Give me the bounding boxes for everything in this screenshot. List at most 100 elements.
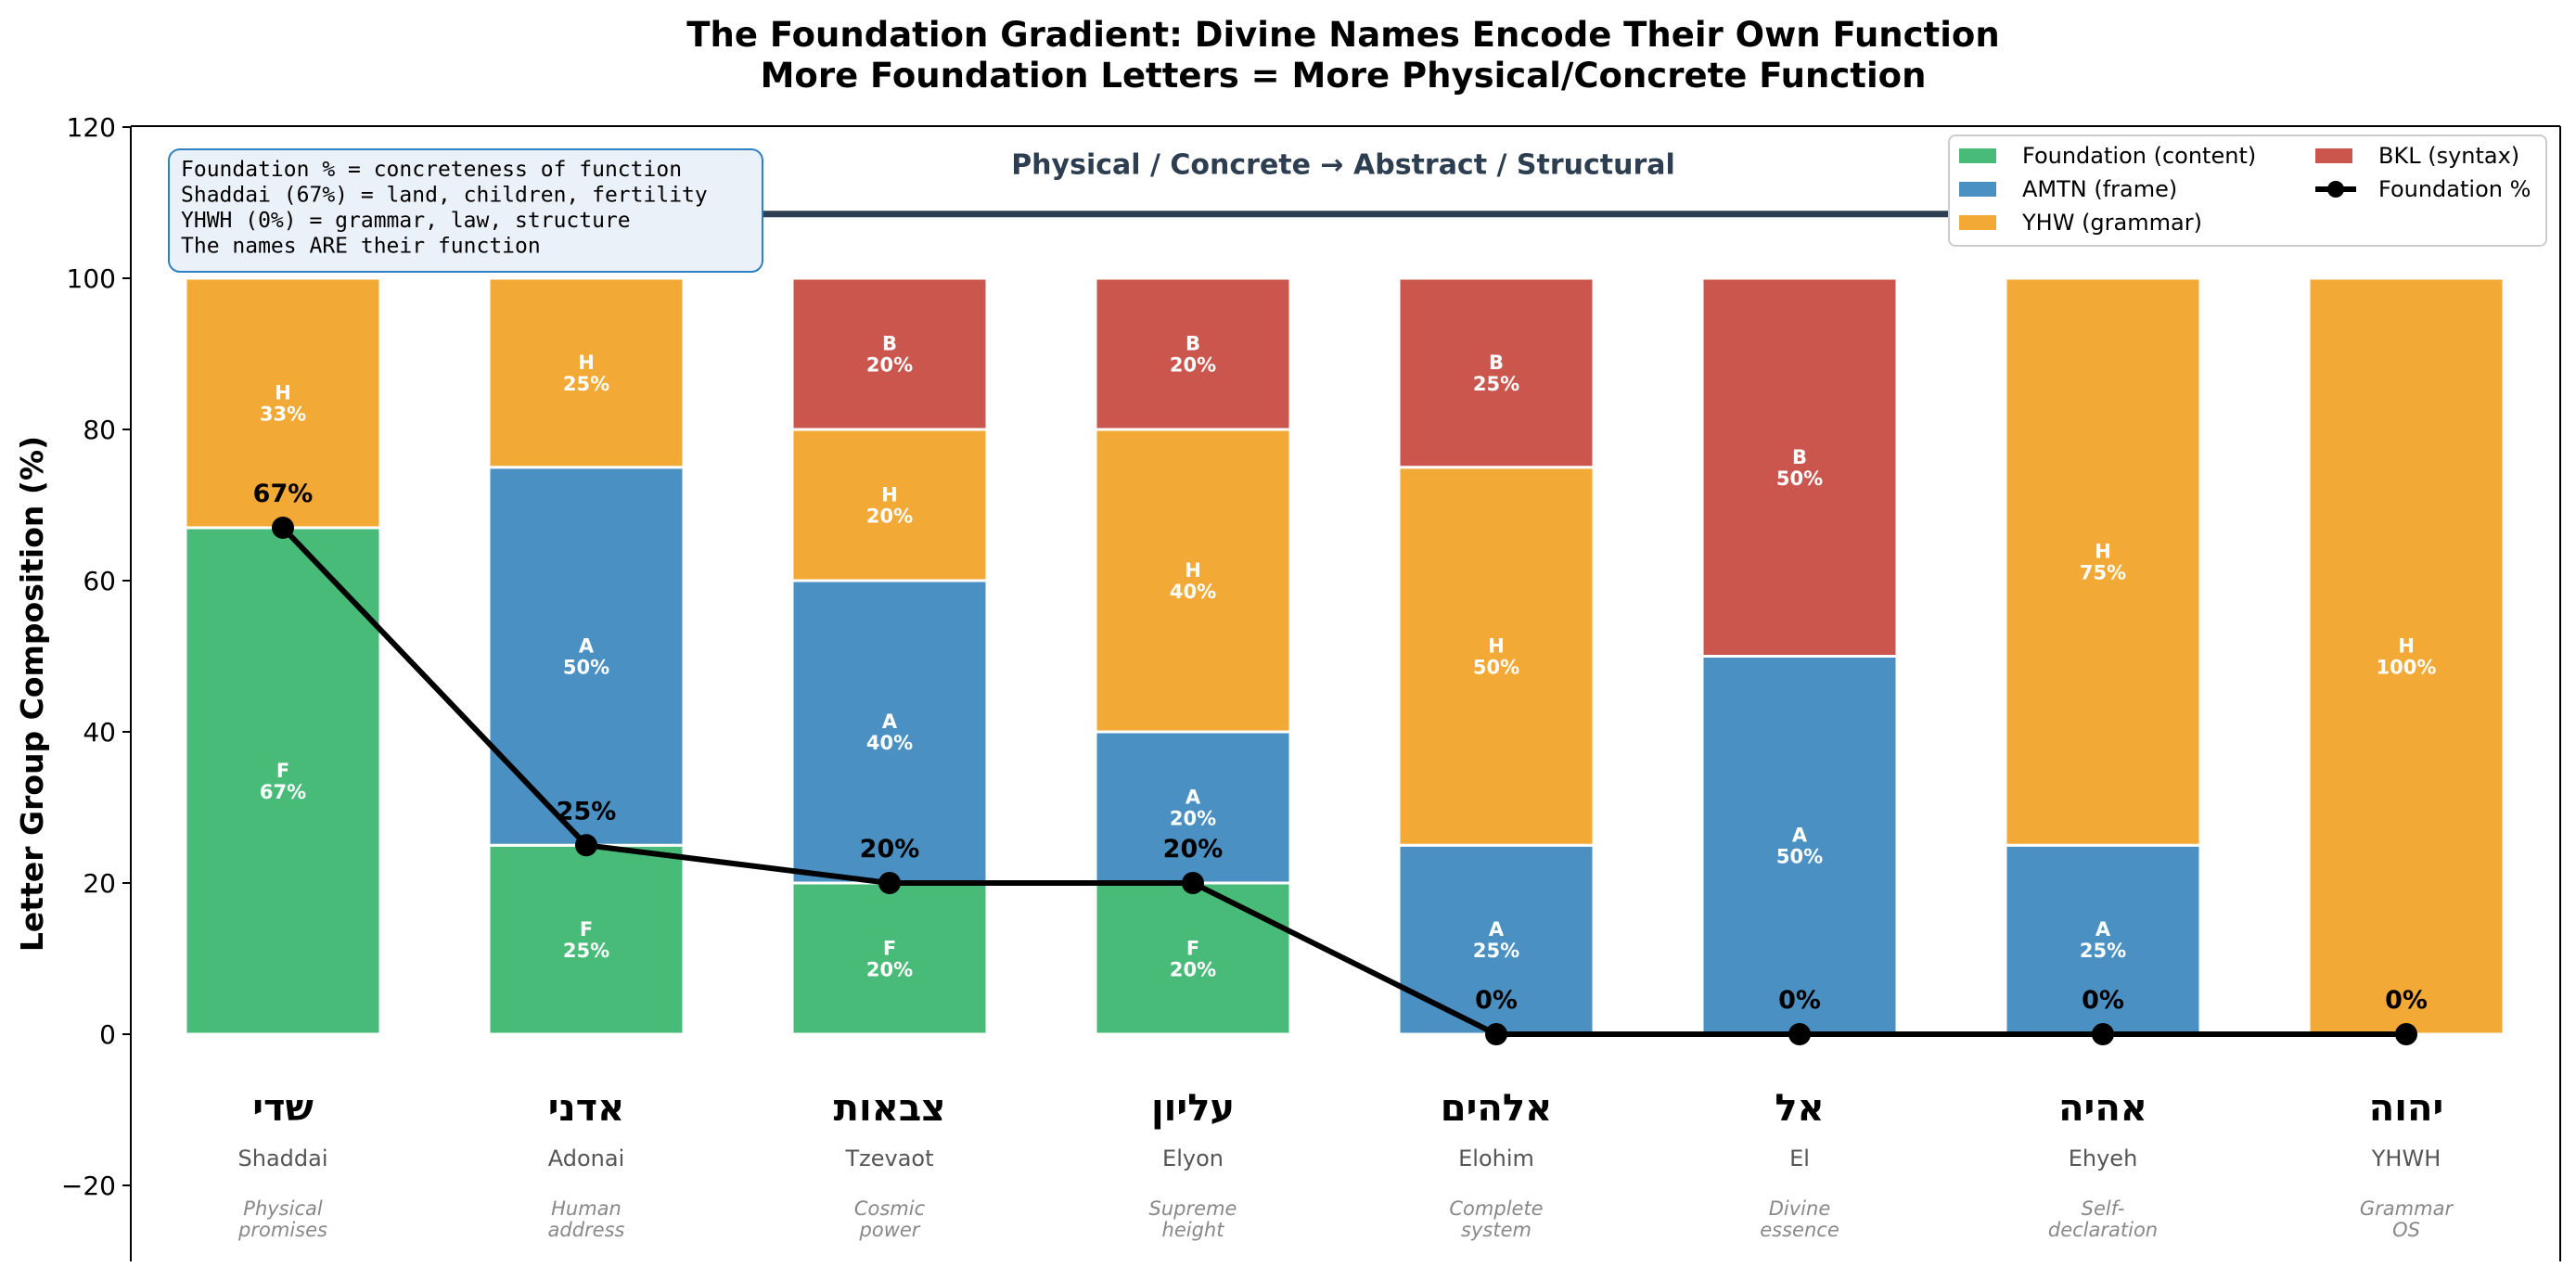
bar-segment-f <box>487 843 686 1036</box>
legend-label: BKL (syntax) <box>2378 143 2519 169</box>
stacked-bars: F67%H33%F25%A50%H25%F20%A40%H20%B20%F20%… <box>184 276 2506 1036</box>
legend-label: AMTN (frame) <box>2022 176 2177 202</box>
hebrew-name: אהיה <box>2058 1087 2147 1130</box>
segment-label-value: 25% <box>2080 940 2126 962</box>
function-line-2: address <box>548 1219 625 1241</box>
segment-label-value: 40% <box>1170 581 1216 603</box>
foundation-point <box>1788 1023 1811 1045</box>
transliteration: YHWH <box>2371 1146 2441 1171</box>
y-axis-label: Letter Group Composition (%) <box>14 436 50 952</box>
function-line-1: Cosmic <box>854 1197 926 1220</box>
bar-segment-f <box>184 526 382 1036</box>
function-line-1: Physical <box>243 1197 323 1220</box>
segment-label-key: A <box>1792 824 1808 846</box>
annotation-line: The names ARE their function <box>181 235 541 259</box>
transliteration: Elohim <box>1458 1146 1534 1171</box>
segment-label-value: 20% <box>866 354 913 377</box>
segment-label-value: 50% <box>563 657 609 679</box>
legend-label: Foundation (content) <box>2022 143 2256 169</box>
transliteration: El <box>1789 1146 1810 1171</box>
foundation-line-layer: 67% 25% 20% 20% 0% 0% 0% 0% <box>253 480 2428 1045</box>
legend-swatch-h <box>1959 215 1996 230</box>
function-line-2: height <box>1162 1219 1225 1241</box>
segment-label-key: A <box>1185 787 1201 809</box>
segment-label-value: 50% <box>1776 467 1823 490</box>
function-line-1: Grammar <box>2360 1197 2454 1220</box>
segment-label-key: F <box>276 760 289 782</box>
bar-segment-b <box>1397 276 1596 469</box>
bar-segment-h <box>2307 276 2506 1036</box>
function-line-2: essence <box>1760 1219 1839 1241</box>
transliteration: Shaddai <box>238 1146 328 1171</box>
function-line-1: Complete <box>1449 1197 1543 1220</box>
direction-arrow-text: Physical / Concrete → Abstract / Structu… <box>1011 149 1675 182</box>
segment-label-key: A <box>579 635 595 658</box>
transliteration: Adonai <box>548 1146 625 1171</box>
segment-label-key: F <box>580 918 593 941</box>
segment-label-value: 25% <box>563 940 609 962</box>
segment-label-value: 50% <box>1776 845 1823 867</box>
bar-segment-a <box>1094 730 1292 885</box>
function-line-2: declaration <box>2048 1219 2158 1241</box>
segment-label-value: 25% <box>1473 373 1519 395</box>
annotation-box: Foundation % = concreteness of functionS… <box>168 148 763 273</box>
bar-segment-a <box>2004 843 2202 1036</box>
bar-segment-b <box>790 276 989 431</box>
bar-segment-h <box>184 276 382 530</box>
function-line-2: power <box>859 1219 921 1241</box>
segment-label-key: H <box>2095 541 2111 563</box>
segment-label-key: H <box>881 484 898 506</box>
segment-label-key: A <box>882 710 898 733</box>
segment-label-key: H <box>1488 635 1505 658</box>
bar-tzevaot: F20%A40%H20%B20% <box>790 276 989 1036</box>
y-tick-label: 40 <box>83 717 116 748</box>
annotation-line: Foundation % = concreteness of function <box>181 158 682 182</box>
segment-label-value: 75% <box>2080 562 2126 584</box>
foundation-line <box>280 525 2406 1037</box>
y-tick-label: 20 <box>83 868 116 899</box>
segment-label-value: 20% <box>1170 959 1216 981</box>
bar-segment-a <box>790 579 989 885</box>
segment-label-value: 100% <box>2377 657 2437 679</box>
y-tick-label: 0 <box>99 1019 116 1050</box>
bar-segment-h <box>2004 276 2202 847</box>
transliteration: Elyon <box>1162 1146 1224 1171</box>
annotation-line: Shaddai (67%) = land, children, fertilit… <box>181 184 708 208</box>
segment-label-key: B <box>1489 352 1504 374</box>
bar-ehyeh: A25% H75% <box>2004 276 2202 1036</box>
legend-line-marker <box>2327 181 2344 198</box>
foundation-value-label: 20% <box>1163 835 1224 864</box>
hebrew-name: עליון <box>1151 1087 1235 1130</box>
y-tick-label: 120 <box>67 112 116 143</box>
segment-label-value: 20% <box>1170 808 1216 830</box>
segment-label-key: H <box>578 352 595 374</box>
segment-label-value: 25% <box>563 373 609 395</box>
foundation-point <box>272 516 294 539</box>
transliteration: Ehyeh <box>2069 1146 2138 1171</box>
foundation-value-label: 25% <box>557 797 617 826</box>
bar-el: A50%B50% <box>1700 276 1899 1036</box>
bar-elyon: F20%A20%H40%B20% <box>1094 276 1292 1036</box>
function-line-2: OS <box>2392 1219 2420 1241</box>
segment-label-value: 20% <box>1170 354 1216 377</box>
chart-title-line-1: The Foundation Gradient: Divine Names En… <box>686 15 1999 55</box>
bar-segment-h <box>487 276 686 469</box>
bar-segment-a <box>1700 655 1899 1036</box>
bar-segment-h <box>790 428 989 582</box>
transliteration: Tzevaot <box>844 1146 933 1171</box>
annotation-line: YHWH (0%) = grammar, law, structure <box>181 209 631 233</box>
hebrew-name: אלהים <box>1441 1087 1552 1130</box>
segment-label-value: 50% <box>1473 657 1519 679</box>
legend-label: YHW (grammar) <box>2021 210 2202 236</box>
segment-label-value: 67% <box>260 781 306 803</box>
function-line-1: Divine <box>1769 1197 1831 1220</box>
segment-label-value: 20% <box>866 959 913 981</box>
segment-label-value: 20% <box>866 506 913 528</box>
y-tick-label: −20 <box>61 1171 116 1201</box>
foundation-value-label: 0% <box>1475 986 1518 1015</box>
hebrew-name: צבאות <box>834 1087 946 1130</box>
hebrew-name: אדני <box>548 1087 625 1130</box>
